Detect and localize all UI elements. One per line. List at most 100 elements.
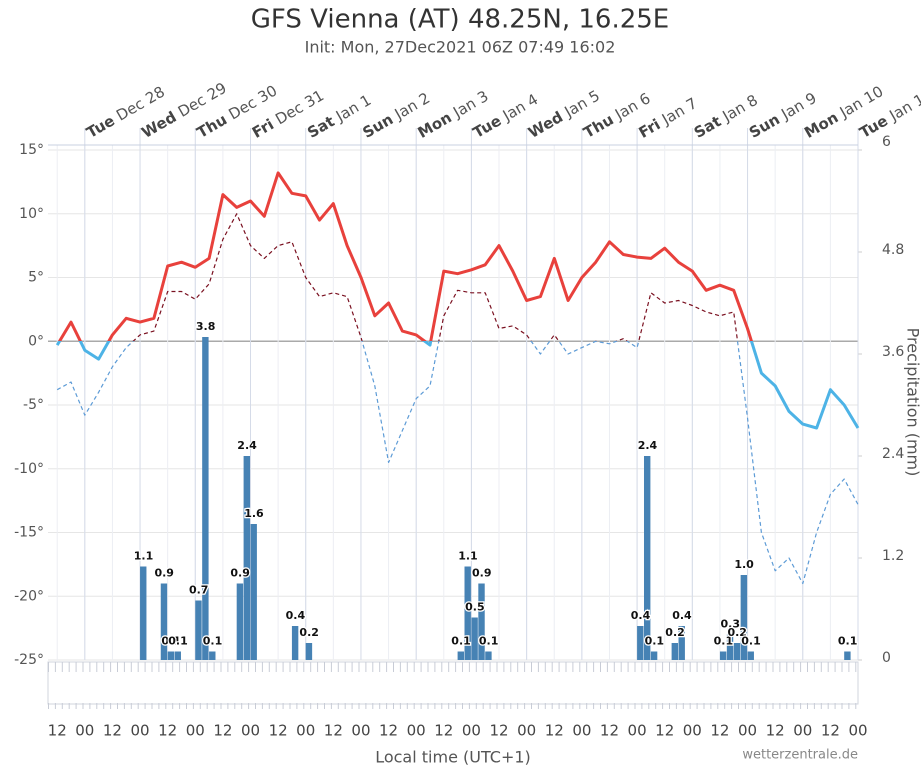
day-weekday: Sun bbox=[359, 110, 396, 142]
y2-tick-label: 1.2 bbox=[882, 548, 904, 564]
y2-tick-label: 2.4 bbox=[882, 446, 904, 462]
temperature-line bbox=[57, 173, 858, 428]
x-tick-label: 12 bbox=[489, 722, 508, 740]
precipitation-bar bbox=[251, 524, 257, 660]
x-tick-label: 00 bbox=[296, 722, 315, 740]
day-weekday: Wed bbox=[138, 107, 179, 141]
precipitation-bar bbox=[202, 337, 208, 660]
precipitation-bar bbox=[720, 652, 726, 661]
x-tick-label: 00 bbox=[572, 722, 591, 740]
x-tick-label: 12 bbox=[103, 722, 122, 740]
precipitation-bar bbox=[748, 652, 754, 661]
bar-value-label: 1.1 bbox=[458, 550, 478, 563]
x-tick-label: 12 bbox=[766, 722, 785, 740]
wind-strip-ticks bbox=[48, 662, 858, 672]
y-tick-label: -10° bbox=[14, 461, 44, 477]
y2-tick-label: 0 bbox=[882, 650, 891, 666]
y2-tick-label: 4.8 bbox=[882, 242, 904, 258]
plot bbox=[57, 173, 858, 660]
precipitation-bar bbox=[237, 584, 243, 661]
day-weekday: Tue bbox=[470, 111, 504, 141]
precipitation-bar bbox=[292, 626, 298, 660]
x-tick-label: 00 bbox=[462, 722, 481, 740]
bar-value-label: 0.9 bbox=[230, 567, 250, 580]
bar-value-label: 2.4 bbox=[638, 439, 658, 452]
x-tick-label: 00 bbox=[351, 722, 370, 740]
temperature-line bbox=[57, 214, 858, 584]
precipitation-bar bbox=[161, 584, 167, 661]
precipitation-bar bbox=[672, 643, 678, 660]
x-tick-label: 00 bbox=[793, 722, 812, 740]
day-weekday: Mon bbox=[801, 108, 841, 142]
y-tick-label: -20° bbox=[14, 588, 44, 604]
bar-value-label: 0.4 bbox=[631, 609, 651, 622]
bar-value-label: 3.8 bbox=[196, 320, 216, 333]
precipitation-bar bbox=[844, 652, 850, 661]
x-tick-label: 12 bbox=[655, 722, 674, 740]
x-tick-label: 12 bbox=[434, 722, 453, 740]
x-tick-label: 12 bbox=[269, 722, 288, 740]
y-tick-label: 15° bbox=[19, 142, 44, 158]
precipitation-bar bbox=[471, 618, 477, 661]
precipitation-bar bbox=[651, 652, 657, 661]
bar-value-label: 0.1 bbox=[838, 635, 858, 648]
precipitation-bar bbox=[478, 584, 484, 661]
y2-tick-label: 6 bbox=[882, 134, 891, 150]
bar-value-label: 1.0 bbox=[734, 558, 754, 571]
x-tick-label: 00 bbox=[628, 722, 647, 740]
temperature-line bbox=[57, 214, 858, 584]
y-tick-label: 10° bbox=[19, 206, 44, 222]
precipitation-bar bbox=[209, 652, 215, 661]
x-tick-label: 00 bbox=[241, 722, 260, 740]
x-tick-label: 00 bbox=[407, 722, 426, 740]
x-tick-label: 00 bbox=[683, 722, 702, 740]
x-tick-label: 00 bbox=[130, 722, 149, 740]
chart-title: GFS Vienna (AT) 48.25N, 16.25E bbox=[251, 5, 669, 35]
labels: 15°10°5°0°-5°-10°-15°-20°-25°01.22.43.64… bbox=[14, 78, 921, 739]
bar-value-label: 1.6 bbox=[244, 507, 264, 520]
precipitation-bar bbox=[244, 456, 250, 660]
precipitation-bar bbox=[734, 643, 740, 660]
precipitation-bar bbox=[306, 643, 312, 660]
day-weekday: Thu bbox=[580, 110, 616, 141]
day-weekday: Thu bbox=[194, 110, 230, 141]
bar-value-label: 0.2 bbox=[299, 626, 319, 639]
bar-value-label: 0.9 bbox=[472, 567, 492, 580]
day-weekday: Fri bbox=[635, 115, 663, 142]
day-date: Jan 11 bbox=[885, 85, 921, 125]
bar-value-label: 0.5 bbox=[465, 601, 485, 614]
y2-axis-label: Precipitation (mm) bbox=[904, 328, 921, 477]
y-tick-label: 5° bbox=[28, 270, 44, 286]
x-tick-label: 00 bbox=[848, 722, 867, 740]
precipitation-bar bbox=[458, 652, 464, 661]
bar-value-label: 0.7 bbox=[189, 584, 209, 597]
precipitation-bar bbox=[637, 626, 643, 660]
bar-value-label: 0.1 bbox=[741, 635, 761, 648]
day-weekday: Fri bbox=[249, 115, 277, 142]
bar-value-label: 0.1 bbox=[451, 635, 471, 648]
x-tick-label: 12 bbox=[545, 722, 564, 740]
bar-value-label: 2.4 bbox=[237, 439, 257, 452]
chart-subtitle: Init: Mon, 27Dec2021 06Z 07:49 16:02 bbox=[305, 38, 616, 57]
day-weekday: Mon bbox=[414, 108, 454, 142]
x-axis-label: Local time (UTC+1) bbox=[375, 748, 531, 767]
bar-value-label: 1.1 bbox=[134, 550, 154, 563]
day-weekday: Sun bbox=[746, 110, 783, 142]
bar-value-label: 0.4 bbox=[286, 609, 306, 622]
day-weekday: Sat bbox=[304, 112, 337, 142]
y-tick-label: -25° bbox=[14, 652, 44, 668]
x-tick-label: 00 bbox=[75, 722, 94, 740]
x-tick-label: 00 bbox=[186, 722, 205, 740]
x-tick-label: 00 bbox=[517, 722, 536, 740]
day-weekday: Tue bbox=[83, 111, 117, 141]
precipitation-bar bbox=[140, 567, 146, 661]
day-weekday: Sat bbox=[691, 112, 724, 142]
bar-value-label: 0.1 bbox=[203, 635, 223, 648]
y-tick-label: -15° bbox=[14, 525, 44, 541]
bar-value-label: 0.1 bbox=[645, 635, 665, 648]
y-tick-label: -5° bbox=[23, 397, 44, 413]
bar-value-label: 0.4 bbox=[672, 609, 692, 622]
bar-value-label: 0.1 bbox=[168, 635, 188, 648]
grid bbox=[48, 128, 862, 660]
